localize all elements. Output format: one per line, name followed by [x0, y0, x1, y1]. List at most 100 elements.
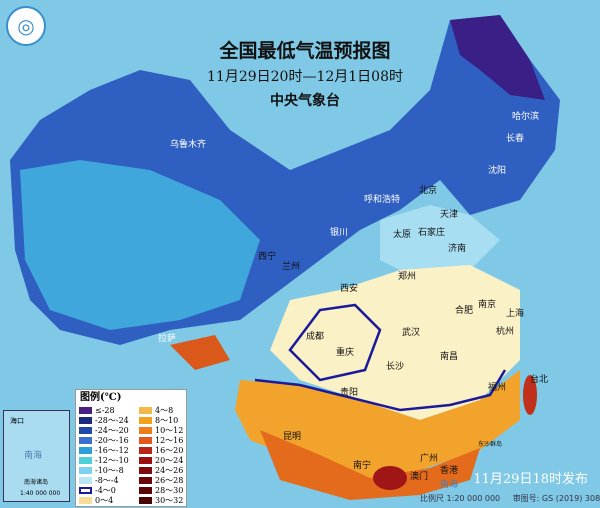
legend-label: -8～-4 — [95, 476, 119, 485]
city-label: 西宁 — [258, 252, 277, 262]
legend-item: -12～-10 — [79, 456, 129, 465]
legend-swatch — [139, 447, 152, 454]
legend-label: 26～28 — [155, 476, 184, 485]
legend-item: 28～30 — [139, 486, 183, 495]
cma-logo: ◎ — [6, 6, 46, 46]
region-far-south — [260, 430, 480, 500]
legend-label: 24～26 — [155, 466, 184, 475]
legend-item: 30～32 — [139, 496, 183, 505]
region-north-china — [380, 205, 500, 280]
agency-name: 中央气象台 — [270, 93, 340, 109]
legend-swatch — [139, 457, 152, 464]
city-label: 天津 — [440, 210, 459, 220]
city-label: 济南 — [448, 244, 467, 254]
legend-item: 26～28 — [139, 476, 183, 485]
inset-label-islands: 南海诸岛 — [24, 479, 49, 486]
region-central — [270, 265, 520, 420]
legend-swatch — [139, 477, 152, 484]
city-label: 长春 — [506, 134, 525, 144]
city-label: 杭州 — [496, 327, 515, 337]
legend-item: 24～26 — [139, 466, 183, 475]
legend-swatch — [79, 457, 92, 464]
legend-swatch — [79, 447, 92, 454]
legend-label: 10～12 — [155, 426, 184, 435]
forecast-period: 11月29日20时—12月1日08时 — [207, 69, 403, 85]
city-label: 石家庄 — [418, 228, 446, 238]
city-label: 香港 — [440, 466, 459, 476]
legend-label: -24～-20 — [95, 426, 129, 435]
city-label: 哈尔滨 — [512, 112, 540, 122]
inset-label-sea: 南海 — [24, 451, 43, 461]
legend: 图例(℃) ≤-28 -28～-24 -24～-20 -20～-16 -16～-12 -1… — [75, 389, 187, 507]
sea-label: 南海 — [440, 480, 459, 490]
legend-item: 4～8 — [139, 406, 173, 415]
city-label: 上海 — [506, 309, 525, 319]
city-label: 昆明 — [283, 432, 302, 442]
legend-item: -4～0 — [79, 486, 116, 495]
zero-isotherm — [254, 303, 507, 412]
legend-item: 20～24 — [139, 456, 183, 465]
legend-label: -10～-8 — [95, 466, 124, 475]
inset-scale: 1:40 000 000 — [20, 490, 61, 497]
region-tibet-south — [170, 335, 230, 370]
legend-label: ≤-28 — [95, 406, 115, 415]
legend-swatch — [79, 497, 92, 504]
city-label: 北京 — [419, 186, 438, 196]
legend-swatch — [79, 417, 92, 424]
city-label: 武汉 — [402, 328, 421, 338]
city-label: 台北 — [530, 375, 549, 385]
city-label: 银川 — [330, 228, 349, 238]
legend-label: 12～16 — [155, 436, 184, 445]
islands-label: 东沙群岛 — [478, 441, 503, 448]
legend-swatch — [79, 467, 92, 474]
map-title: 全国最低气温预报图 — [219, 40, 391, 62]
region-very-cold-northeast — [450, 15, 545, 100]
legend-swatch — [79, 427, 92, 434]
legend-label: 28～30 — [155, 486, 184, 495]
legend-item: -16～-12 — [79, 446, 129, 455]
hainan-island — [373, 466, 407, 490]
city-label: 福州 — [488, 383, 507, 393]
legend-item: -24～-20 — [79, 426, 129, 435]
city-label: 拉萨 — [158, 334, 177, 344]
city-label: 兰州 — [282, 262, 301, 272]
city-label: 西安 — [340, 284, 359, 294]
city-label: 成都 — [306, 332, 325, 342]
city-label: 贵阳 — [340, 388, 359, 398]
legend-swatch — [139, 417, 152, 424]
legend-label: -12～-10 — [95, 456, 129, 465]
city-label: 澳门 — [410, 472, 429, 482]
legend-label: -28～-24 — [95, 416, 129, 425]
legend-swatch — [139, 427, 152, 434]
city-label: 乌鲁木齐 — [170, 140, 207, 150]
legend-item: -20～-16 — [79, 436, 129, 445]
legend-swatch — [139, 487, 152, 494]
south-china-sea-inset: 海口 南海 南海诸岛 1:40 000 000 — [3, 410, 70, 502]
taiwan-island — [523, 375, 537, 415]
legend-label: 4～8 — [155, 406, 174, 415]
legend-swatch — [79, 487, 92, 494]
legend-label: 30～32 — [155, 496, 184, 505]
city-label: 南昌 — [440, 352, 459, 362]
city-label: 重庆 — [336, 348, 355, 358]
legend-label: 0～4 — [95, 496, 114, 505]
legend-item: 10～12 — [139, 426, 183, 435]
legend-swatch — [79, 407, 92, 414]
legend-item: 16～20 — [139, 446, 183, 455]
city-label: 呼和浩特 — [364, 195, 401, 205]
legend-item: 8～10 — [139, 416, 178, 425]
legend-swatch — [139, 497, 152, 504]
city-label: 南宁 — [353, 461, 372, 471]
city-label: 太原 — [393, 230, 412, 240]
legend-item: -10～-8 — [79, 466, 124, 475]
legend-item: 12～16 — [139, 436, 183, 445]
legend-item: 0～4 — [79, 496, 113, 505]
legend-item: ≤-28 — [79, 406, 115, 415]
issued-time: 11月29日18时发布 — [473, 472, 588, 487]
city-label: 长沙 — [386, 362, 405, 372]
city-label: 广州 — [420, 454, 439, 464]
legend-label: 20～24 — [155, 456, 184, 465]
legend-label: 8～10 — [155, 416, 179, 425]
legend-swatch — [139, 467, 152, 474]
